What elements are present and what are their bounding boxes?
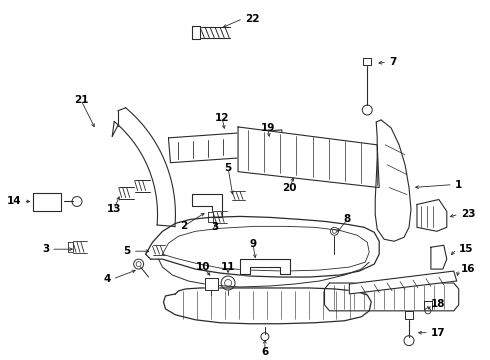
Polygon shape — [192, 194, 222, 217]
Text: 3: 3 — [42, 244, 49, 254]
Polygon shape — [68, 242, 73, 252]
Polygon shape — [208, 212, 213, 222]
Text: 7: 7 — [389, 57, 396, 67]
Text: 15: 15 — [459, 244, 473, 254]
Text: 4: 4 — [103, 274, 111, 284]
Text: 5: 5 — [224, 163, 232, 173]
Polygon shape — [205, 278, 218, 290]
Polygon shape — [192, 26, 200, 40]
Polygon shape — [431, 245, 447, 269]
Polygon shape — [363, 58, 371, 65]
Text: 2: 2 — [180, 221, 187, 231]
Text: 19: 19 — [261, 123, 275, 133]
Polygon shape — [169, 130, 284, 163]
Text: 10: 10 — [196, 262, 211, 272]
Text: 14: 14 — [7, 197, 22, 207]
Polygon shape — [240, 259, 290, 274]
Text: 18: 18 — [431, 299, 445, 309]
Text: 5: 5 — [123, 246, 131, 256]
Text: 23: 23 — [461, 210, 475, 219]
Text: 6: 6 — [261, 347, 269, 357]
Polygon shape — [349, 271, 457, 294]
Text: 12: 12 — [215, 113, 229, 123]
Polygon shape — [405, 311, 413, 319]
Polygon shape — [417, 199, 447, 231]
Text: 13: 13 — [106, 204, 121, 215]
Text: 11: 11 — [221, 262, 235, 272]
Polygon shape — [33, 193, 61, 211]
Text: 20: 20 — [282, 183, 297, 193]
Text: 9: 9 — [249, 239, 256, 249]
Text: 16: 16 — [461, 264, 475, 274]
Text: 17: 17 — [431, 328, 445, 338]
Polygon shape — [238, 127, 379, 188]
Text: 22: 22 — [245, 14, 260, 24]
Text: 1: 1 — [455, 180, 462, 190]
Text: 3: 3 — [212, 222, 219, 232]
Text: 8: 8 — [344, 215, 351, 224]
Text: 21: 21 — [74, 95, 88, 105]
